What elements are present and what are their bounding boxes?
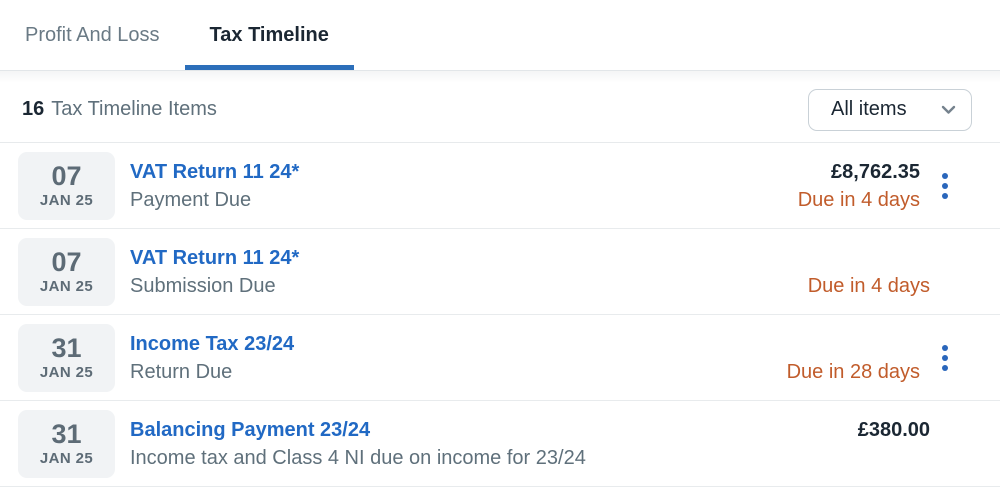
date-day: 07 [51,160,82,191]
date-badge: 07 JAN 25 [18,151,115,220]
date-month-year: JAN 25 [39,450,94,468]
item-due-status: Due in 4 days [797,188,920,211]
item-due-status: Due in 4 days [807,274,930,297]
timeline-count: 16 Tax Timeline Items [22,98,217,121]
date-day: 31 [51,418,82,449]
item-subtitle: Payment Due [130,188,252,211]
item-amount: £8,762.35 [831,160,920,183]
items-filter-dropdown[interactable]: All items [808,88,972,131]
timeline-count-text: Tax Timeline Items [51,98,217,120]
item-due-status: Due in 28 days [786,360,920,383]
row-right: £380.00 [858,416,930,472]
row-main: Income Tax 23/24 Return Due [130,330,294,386]
row-right: £8,762.35 Due in 4 days [798,158,920,214]
row-actions [932,341,958,375]
chevron-down-icon [941,105,956,115]
tab-tax-timeline[interactable]: Tax Timeline [184,0,355,70]
item-subtitle: Return Due [130,360,233,383]
item-title-link[interactable]: VAT Return 11 24* [130,246,300,269]
item-amount [787,330,920,358]
row-right: Due in 28 days [787,330,920,386]
timeline-row[interactable]: 31 JAN 25 Balancing Payment 23/24 Income… [0,401,1000,487]
tab-profit-and-loss[interactable]: Profit And Loss [25,23,160,46]
date-badge: 31 JAN 25 [18,323,115,392]
timeline-row[interactable]: 07 JAN 25 VAT Return 11 24* Payment Due … [0,143,1000,229]
row-main: Balancing Payment 23/24 Income tax and C… [130,416,586,472]
row-right: Due in 4 days [808,244,930,300]
date-badge: 07 JAN 25 [18,237,115,306]
item-title-link[interactable]: Balancing Payment 23/24 [130,418,371,441]
date-day: 07 [51,246,82,277]
items-filter-value: All items [831,98,907,120]
timeline-count-number: 16 [22,98,45,120]
date-day: 31 [51,332,82,363]
item-due-status [858,444,930,472]
tab-bar: Profit And Loss Tax Timeline [0,0,1000,71]
item-amount: £380.00 [857,418,930,441]
date-month-year: JAN 25 [39,192,94,210]
date-month-year: JAN 25 [39,278,94,296]
row-actions [932,169,958,203]
timeline-row[interactable]: 31 JAN 25 Income Tax 23/24 Return Due Du… [0,315,1000,401]
item-title-link[interactable]: Income Tax 23/24 [130,332,295,355]
row-main: VAT Return 11 24* Submission Due [130,244,299,300]
kebab-menu-icon[interactable] [938,169,952,203]
item-subtitle: Submission Due [130,274,276,297]
kebab-menu-icon[interactable] [938,341,952,375]
row-main: VAT Return 11 24* Payment Due [130,158,299,214]
date-badge: 31 JAN 25 [18,409,115,478]
item-subtitle: Income tax and Class 4 NI due on income … [130,446,586,469]
timeline-header: 16 Tax Timeline Items All items [0,71,1000,143]
timeline-row[interactable]: 07 JAN 25 VAT Return 11 24* Submission D… [0,229,1000,315]
item-amount [808,244,930,272]
date-month-year: JAN 25 [39,364,94,382]
item-title-link[interactable]: VAT Return 11 24* [130,160,300,183]
